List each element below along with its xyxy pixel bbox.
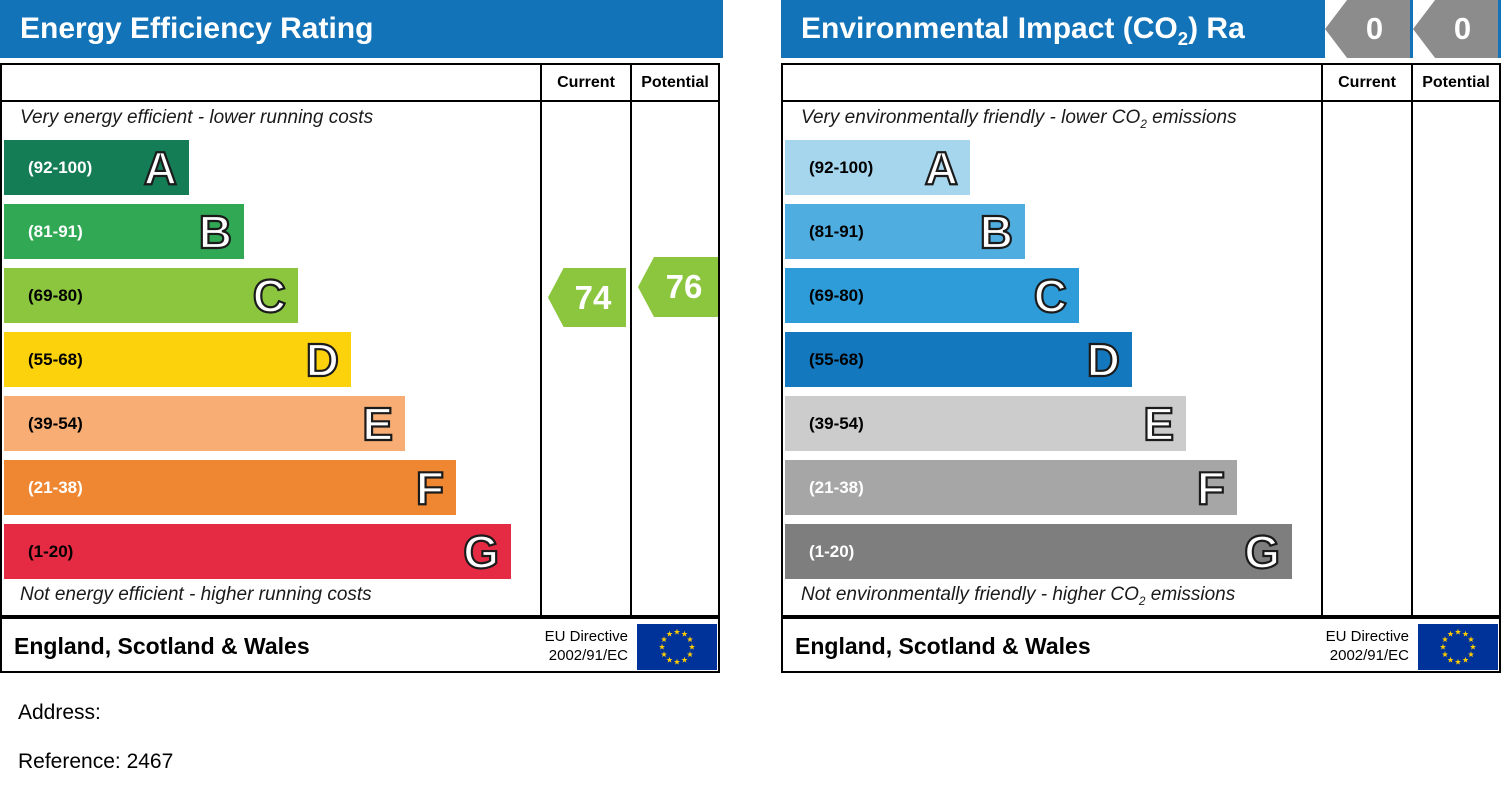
band-C: (69-80) C <box>785 268 1079 323</box>
potential-rating-marker: 0 <box>1413 0 1498 58</box>
band-letter: B <box>198 205 233 258</box>
band-D: (55-68) D <box>785 332 1132 387</box>
eu-directive-label: EU Directive 2002/91/EC <box>1325 628 1409 664</box>
current-rating-marker: 74 <box>548 268 626 327</box>
band-letter: G <box>462 525 500 578</box>
band-range-label: (1-20) <box>809 541 855 561</box>
band-range-label: (69-80) <box>28 285 83 305</box>
band-E: (39-54) E <box>4 396 405 451</box>
current-column-header: Current <box>557 74 615 91</box>
band-F: (21-38) F <box>4 460 456 515</box>
table-divider <box>630 63 632 617</box>
address-label: Address: <box>18 701 101 724</box>
panel-header: Environmental Impact (CO2) Ra 0 0 <box>781 0 1501 58</box>
table-divider <box>781 100 1501 102</box>
reference-value: 2467 <box>126 750 174 773</box>
potential-header-cell: 0 <box>1413 0 1498 58</box>
band-letter: E <box>361 397 394 450</box>
band-D: (55-68) D <box>4 332 351 387</box>
band-range-label: (69-80) <box>809 285 864 305</box>
band-E: (39-54) E <box>785 396 1186 451</box>
band-range-label: (92-100) <box>28 157 93 177</box>
band-range-label: (39-54) <box>28 413 83 433</box>
region-label: England, Scotland & Wales <box>795 633 1091 659</box>
band-range-label: (55-68) <box>28 349 83 369</box>
band-letter: A <box>924 141 959 194</box>
potential-column-header: Potential <box>1422 74 1490 91</box>
top-note: Very environmentally friendly - lower CO… <box>801 107 1237 131</box>
band-G: (1-20) G <box>785 524 1292 579</box>
band-letter: F <box>415 461 445 514</box>
band-letter: F <box>1196 461 1226 514</box>
band-letter: B <box>979 205 1014 258</box>
band-letter: A <box>143 141 178 194</box>
band-B: (81-91) B <box>785 204 1025 259</box>
band-letter: C <box>1033 269 1068 322</box>
reference-line: Reference: 2467 <box>18 750 174 773</box>
top-note: Very energy efficient - lower running co… <box>20 107 374 128</box>
table-divider <box>1321 63 1323 617</box>
band-range-label: (55-68) <box>809 349 864 369</box>
eu-directive-label: EU Directive 2002/91/EC <box>544 628 628 664</box>
table-divider <box>540 63 542 617</box>
band-C: (69-80) C <box>4 268 298 323</box>
current-rating-marker: 0 <box>1325 0 1410 58</box>
band-range-label: (81-91) <box>809 221 864 241</box>
band-B: (81-91) B <box>4 204 244 259</box>
band-range-label: (21-38) <box>28 477 83 497</box>
band-letter: C <box>252 269 287 322</box>
bottom-note: Not energy efficient - higher running co… <box>20 584 372 605</box>
bottom-note: Not environmentally friendly - higher CO… <box>801 584 1236 608</box>
band-range-label: (81-91) <box>28 221 83 241</box>
band-G: (1-20) G <box>4 524 511 579</box>
energy-efficiency-panel: Energy Efficiency Rating Current Potenti… <box>0 0 723 675</box>
band-A: (92-100) A <box>785 140 970 195</box>
band-range-label: (1-20) <box>28 541 74 561</box>
region-label: England, Scotland & Wales <box>14 633 310 659</box>
potential-rating-marker: 76 <box>638 257 718 317</box>
eu-flag-icon <box>1418 624 1498 670</box>
band-letter: G <box>1243 525 1281 578</box>
table-divider <box>0 100 720 102</box>
current-column-header: Current <box>1338 74 1396 91</box>
footer-outline <box>781 617 1501 673</box>
band-letter: D <box>1086 333 1121 386</box>
band-letter: D <box>305 333 340 386</box>
footer-outline <box>0 617 720 673</box>
band-letter: E <box>1142 397 1175 450</box>
eu-flag-icon <box>637 624 717 670</box>
band-range-label: (21-38) <box>809 477 864 497</box>
environmental-impact-panel: Environmental Impact (CO2) Ra 0 0 Curren… <box>781 0 1501 675</box>
potential-column-header: Potential <box>641 74 709 91</box>
band-range-label: (92-100) <box>809 157 874 177</box>
page-title: Energy Efficiency Rating <box>20 12 374 45</box>
panel-header: Energy Efficiency Rating <box>0 0 723 58</box>
current-header-cell: 0 <box>1325 0 1410 58</box>
band-A: (92-100) A <box>4 140 189 195</box>
band-range-label: (39-54) <box>809 413 864 433</box>
table-divider <box>1411 63 1413 617</box>
band-F: (21-38) F <box>785 460 1237 515</box>
page-title: Environmental Impact (CO2) Ra <box>801 12 1245 49</box>
